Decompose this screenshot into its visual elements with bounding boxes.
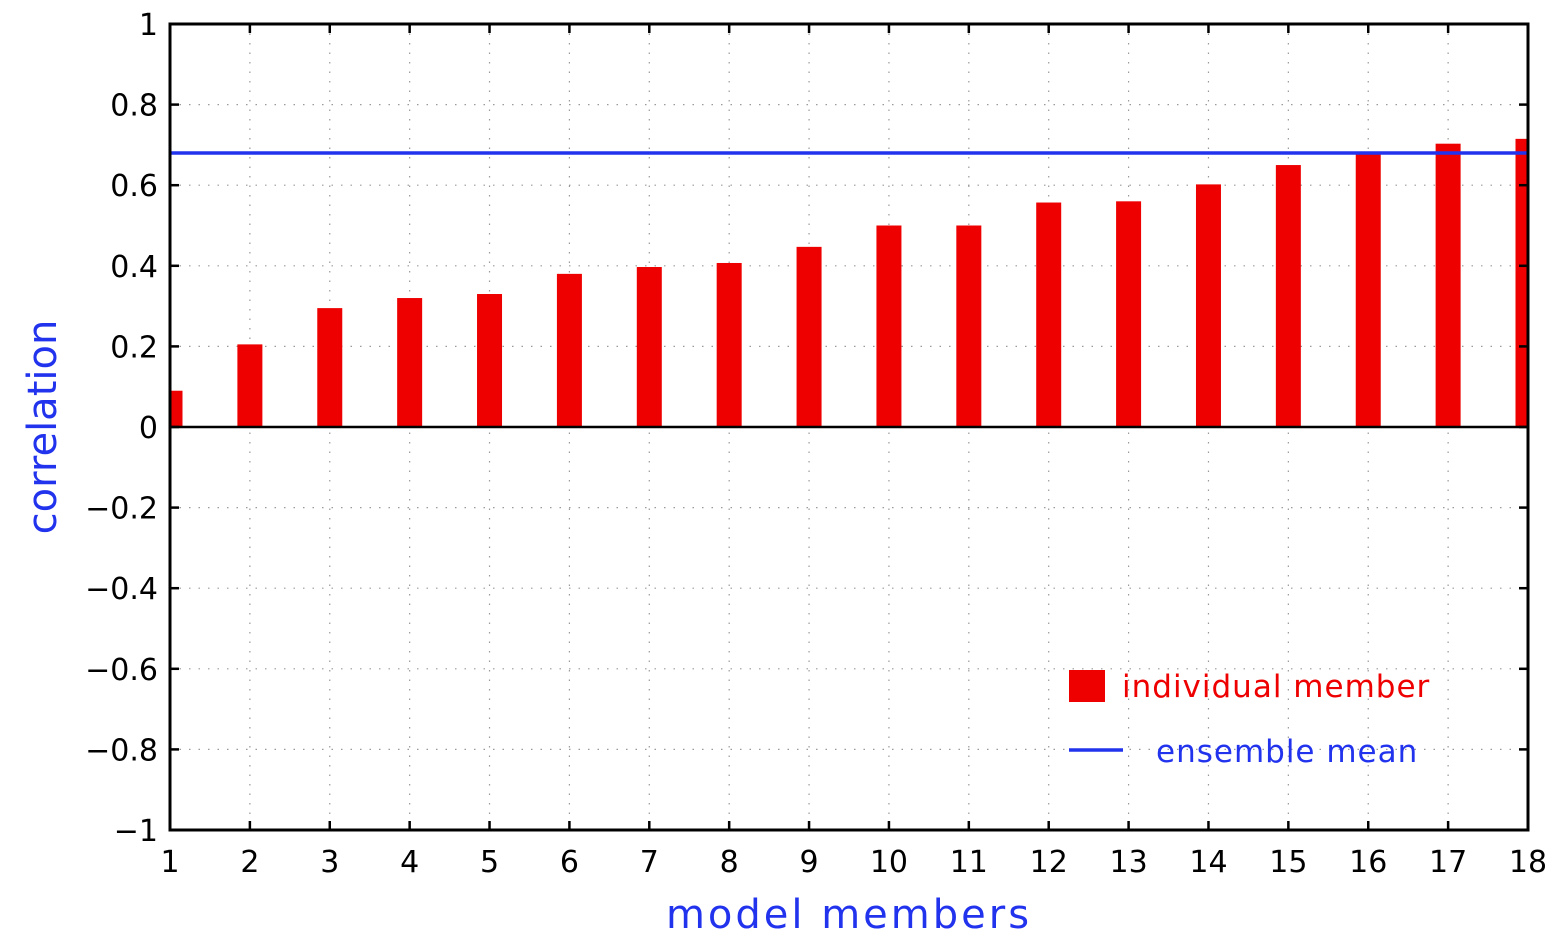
x-tick-label: 15: [1269, 845, 1307, 880]
y-tick-label: −0.4: [85, 572, 158, 607]
x-tick-label: 2: [240, 845, 259, 880]
y-axis-title: correlation: [20, 320, 66, 535]
x-tick-label: 17: [1429, 845, 1467, 880]
bar-member-18: [1515, 138, 1528, 428]
y-tick-label: −0.2: [85, 492, 158, 527]
x-tick-label: 9: [800, 845, 819, 880]
x-tick-label: 5: [480, 845, 499, 880]
x-tick-label: 1: [160, 845, 179, 880]
bar-member-12: [1036, 202, 1062, 427]
x-tick-label: 6: [560, 845, 579, 880]
legend-individual-member-label: individual member: [1122, 669, 1430, 705]
bar-member-7: [636, 267, 662, 427]
legend: individual member ensemble mean: [1069, 669, 1430, 770]
x-tick-label: 14: [1189, 845, 1227, 880]
bar-member-8: [716, 262, 742, 427]
bar-member-17: [1435, 143, 1461, 428]
x-tick-labels: 1 2 3 4 5 6 7 8 9 10 11 12 13 14 15 16 17 18: [160, 845, 1547, 880]
bars: [170, 138, 1528, 428]
x-tick-label: 3: [320, 845, 339, 880]
bar-member-2: [237, 344, 263, 427]
legend-individual-member-swatch: [1069, 670, 1105, 702]
bar-member-14: [1195, 184, 1221, 427]
bar-member-6: [556, 273, 582, 427]
x-tick-label: 11: [950, 845, 988, 880]
y-tick-label: −1: [114, 814, 158, 849]
x-tick-label: 16: [1349, 845, 1387, 880]
x-tick-label: 8: [720, 845, 739, 880]
x-tick-label: 13: [1109, 845, 1147, 880]
bar-member-11: [956, 225, 982, 427]
bar-member-16: [1355, 152, 1381, 427]
legend-ensemble-mean-label: ensemble mean: [1156, 734, 1418, 770]
x-tick-label: 12: [1030, 845, 1068, 880]
x-axis-title: model members: [666, 892, 1032, 934]
y-tick-label: 0.2: [110, 330, 158, 365]
bar-member-3: [317, 308, 343, 427]
bar-member-13: [1116, 201, 1142, 427]
x-tick-label: 10: [870, 845, 908, 880]
y-tick-label: −0.6: [85, 653, 158, 688]
y-tick-label: 0.6: [110, 169, 158, 204]
y-tick-label: 0.4: [110, 250, 158, 285]
y-tick-label: 0: [139, 411, 158, 446]
y-tick-labels: −1 −0.8 −0.6 −0.4 −0.2 0 0.2 0.4 0.6 0.8 1: [85, 8, 158, 849]
bar-member-1: [170, 390, 183, 427]
grid-lines: [170, 24, 1528, 830]
bar-member-4: [397, 298, 423, 427]
x-tick-label: 7: [640, 845, 659, 880]
y-tick-label: 0.8: [110, 89, 158, 124]
bar-member-9: [796, 246, 822, 427]
axis-ticks: [168, 22, 1530, 832]
y-tick-label: 1: [139, 8, 158, 43]
bar-member-15: [1275, 165, 1301, 428]
bar-member-10: [876, 225, 902, 427]
x-tick-label: 18: [1509, 845, 1547, 880]
bar-member-5: [477, 294, 503, 427]
x-tick-label: 4: [400, 845, 419, 880]
y-tick-label: −0.8: [85, 733, 158, 768]
